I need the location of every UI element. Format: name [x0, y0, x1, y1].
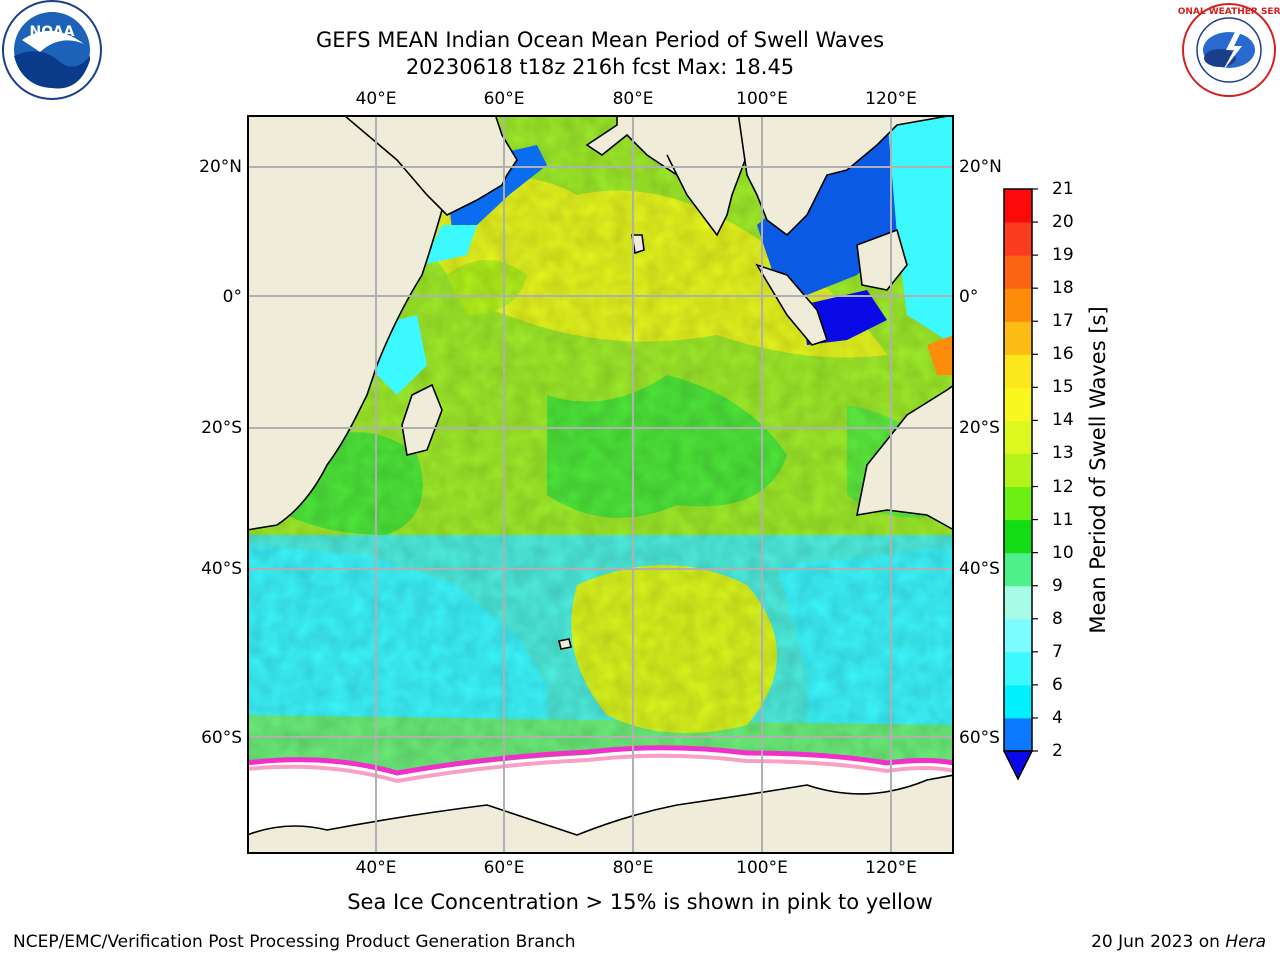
- india-land: [585, 115, 781, 237]
- colorbar-tick: 20: [1052, 212, 1074, 233]
- pacific-cyan: [887, 115, 954, 345]
- madagascar-land: [401, 383, 443, 456]
- lon-tick-top: 60°E: [483, 89, 525, 109]
- antarctica-coast: [247, 774, 954, 854]
- colorbar-band: [1004, 651, 1032, 686]
- lon-tick-top: 80°E: [612, 89, 654, 109]
- lat-tick-left: 60°S: [201, 728, 242, 748]
- lat-tick-left: 0°: [222, 287, 242, 307]
- swell-period-map: [247, 115, 954, 854]
- colorbar-tick: 10: [1052, 542, 1074, 563]
- colorbar-tick: 13: [1052, 443, 1074, 464]
- colorbar-band: [1004, 255, 1032, 289]
- colorbar-tick: 19: [1052, 245, 1074, 266]
- lat-tick-right: 40°S: [959, 559, 1000, 579]
- colorbar-tick: 4: [1052, 707, 1063, 728]
- colorbar-band: [1004, 684, 1032, 719]
- gridlines: [247, 115, 954, 854]
- colorbar-tick: 12: [1052, 476, 1074, 497]
- lon-tick-top: 40°E: [355, 89, 397, 109]
- footer-date-text: 20 Jun 2023 on: [1091, 932, 1226, 952]
- lat-tick-right: 60°S: [959, 728, 1000, 748]
- lon-tick-top: 120°E: [865, 89, 917, 109]
- chart-title-line1: GEFS MEAN Indian Ocean Mean Period of Sw…: [315, 28, 885, 52]
- sea-ice-note: Sea Ice Concentration > 15% is shown in …: [347, 890, 933, 914]
- lat-tick-right: 0°: [959, 287, 979, 307]
- noaa-logo-text: NOAA: [30, 24, 75, 40]
- lon-tick-bottom: 80°E: [612, 858, 654, 878]
- colorbar-tick: 6: [1052, 674, 1063, 695]
- colorbar-band: [1004, 453, 1032, 488]
- colorbar-tick: 9: [1052, 575, 1063, 596]
- colorbar-tick: 18: [1052, 278, 1074, 299]
- colorbar-tick: 15: [1052, 377, 1074, 398]
- sumatra-land: [755, 263, 829, 346]
- sea-ice-edge-pink: [247, 753, 954, 784]
- colorbar-tick: 17: [1052, 311, 1074, 332]
- colorbar-tick: 7: [1052, 641, 1063, 662]
- colorbar-tick: 14: [1052, 410, 1074, 431]
- southeast-asia-land: [737, 115, 954, 237]
- lat-tick-right: 20°S: [959, 418, 1000, 438]
- colorbar-band: [1004, 189, 1032, 223]
- colorbar-tick: 11: [1052, 509, 1074, 530]
- lat-tick-left: 20°N: [199, 157, 242, 177]
- lon-tick-top: 100°E: [736, 89, 788, 109]
- lat-tick-left: 40°S: [201, 559, 242, 579]
- colorbar-band: [1004, 420, 1032, 454]
- arabia-land: [342, 115, 518, 216]
- nws-logo: NATIONAL WEATHER SERVICE: [1178, 3, 1280, 97]
- colorbar: [1002, 188, 1038, 781]
- colorbar-band: [1004, 618, 1032, 653]
- colorbar-band: [1004, 222, 1032, 256]
- kerguelen-land: [558, 638, 572, 650]
- noaa-logo: NOAA: [2, 0, 102, 100]
- chart-title-line2: 20230618 t18z 216h fcst Max: 18.45: [405, 55, 795, 79]
- colorbar-band: [1004, 321, 1032, 355]
- lon-tick-bottom: 100°E: [736, 858, 788, 878]
- footer-date: 20 Jun 2023 on Hera: [1091, 932, 1266, 952]
- colorbar-band: [1004, 486, 1032, 521]
- footer-credit: NCEP/EMC/Verification Post Processing Pr…: [13, 932, 576, 952]
- lon-tick-bottom: 120°E: [865, 858, 917, 878]
- colorbar-label: Mean Period of Swell Waves [s]: [1086, 306, 1110, 634]
- lat-tick-left: 20°S: [201, 418, 242, 438]
- colorbar-band: [1004, 519, 1032, 554]
- lon-tick-bottom: 40°E: [355, 858, 397, 878]
- footer-machine: Hera: [1225, 932, 1266, 952]
- colorbar-band: [1004, 552, 1032, 587]
- colorbar-band: [1004, 585, 1032, 620]
- sea-ice-edge-magenta: [247, 745, 954, 776]
- colorbar-band: [1004, 387, 1032, 421]
- colorbar-band: [1004, 354, 1032, 388]
- lat-tick-right: 20°N: [959, 157, 1002, 177]
- colorbar-band: [1004, 288, 1032, 322]
- map-frame: [247, 115, 954, 854]
- colorbar-tick: 2: [1052, 741, 1063, 761]
- nw-australia-orange: [927, 335, 954, 375]
- colorbar-band: [1004, 717, 1032, 752]
- colorbar-tick: 21: [1052, 179, 1074, 199]
- lon-tick-bottom: 60°E: [483, 858, 525, 878]
- arabian-coast-cyan: [422, 225, 477, 265]
- colorbar-tick: 16: [1052, 344, 1074, 365]
- colorbar-frame: [1003, 188, 1033, 752]
- nws-logo-text: NATIONAL WEATHER SERVICE: [1178, 7, 1280, 17]
- colorbar-tick: 8: [1052, 608, 1063, 629]
- colorbar-extend-min: [1002, 750, 1034, 781]
- australia-land: [855, 384, 954, 531]
